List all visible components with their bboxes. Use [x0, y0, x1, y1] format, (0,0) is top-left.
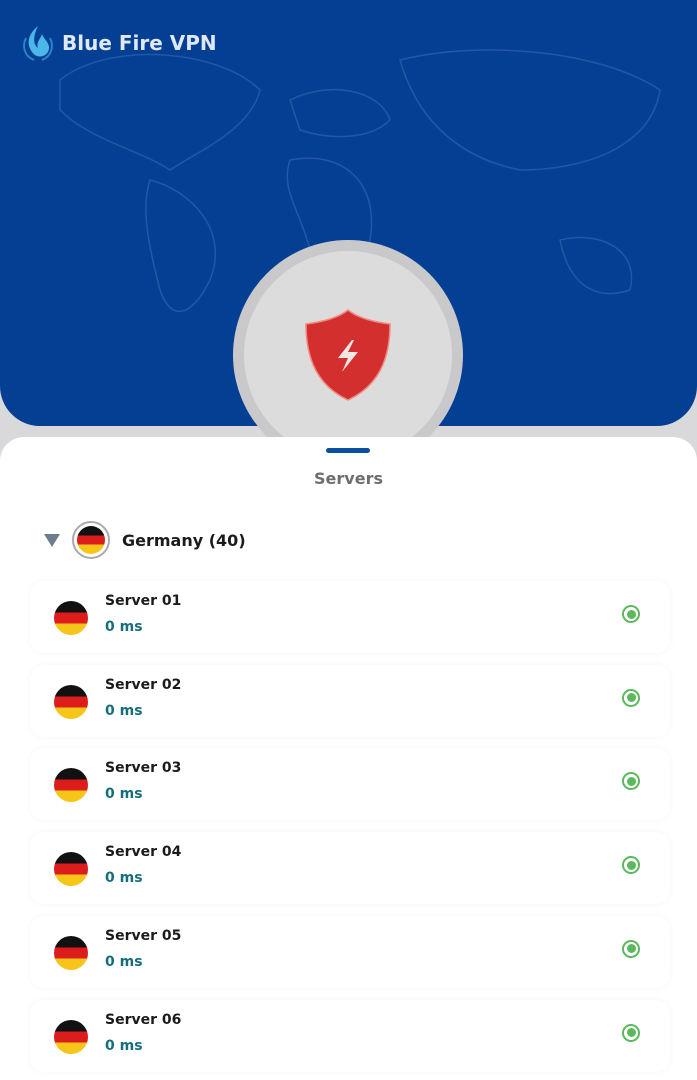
online-status-icon[interactable] — [622, 772, 640, 791]
server-name: Server 02 — [105, 676, 182, 693]
server-name: Server 06 — [105, 1011, 182, 1028]
drag-handle[interactable] — [326, 448, 370, 453]
app-brand: Blue Fire VPN — [20, 24, 217, 62]
server-ping: 0 ms — [105, 619, 143, 635]
country-group-germany[interactable]: Germany (40) — [44, 521, 246, 559]
server-ping: 0 ms — [105, 870, 143, 887]
server-row[interactable]: Server 01 0 ms — [30, 581, 670, 653]
germany-flag-icon — [54, 768, 88, 803]
online-status-icon[interactable] — [622, 856, 640, 875]
germany-flag-icon — [54, 852, 88, 887]
server-row[interactable]: Server 03 0 ms — [30, 748, 670, 821]
germany-flag-icon — [72, 521, 110, 559]
server-ping: 0 ms — [105, 953, 143, 970]
app-title: Blue Fire VPN — [62, 31, 217, 55]
servers-sheet: Servers Germany (40) Server 01 0 ms Serv… — [0, 437, 697, 1080]
online-status-icon[interactable] — [622, 605, 640, 623]
server-name: Server 05 — [105, 927, 182, 944]
flame-logo-icon — [23, 26, 53, 61]
sheet-title: Servers — [314, 469, 383, 488]
server-row[interactable]: Server 06 0 ms — [30, 999, 670, 1072]
world-map-background — [59, 49, 661, 312]
server-row[interactable]: Server 05 0 ms — [30, 915, 670, 988]
germany-flag-icon — [54, 935, 88, 970]
server-ping: 0 ms — [105, 1037, 143, 1054]
server-name: Server 01 — [105, 593, 182, 609]
online-status-icon[interactable] — [622, 688, 640, 707]
country-name: Germany (40) — [122, 530, 246, 550]
server-row[interactable]: Server 04 0 ms — [30, 832, 670, 905]
online-status-icon[interactable] — [622, 1023, 640, 1042]
online-status-icon[interactable] — [622, 939, 640, 958]
server-row[interactable]: Server 02 0 ms — [30, 664, 670, 737]
germany-flag-icon — [54, 1019, 88, 1054]
collapse-triangle-icon[interactable] — [44, 533, 60, 547]
server-ping: 0 ms — [105, 702, 143, 719]
server-ping: 0 ms — [105, 786, 143, 803]
server-name: Server 03 — [105, 760, 182, 777]
germany-flag-icon — [54, 684, 88, 719]
server-name: Server 04 — [105, 844, 182, 861]
connect-button[interactable] — [233, 240, 463, 470]
shield-bolt-icon — [305, 309, 391, 401]
germany-flag-icon — [54, 601, 88, 635]
